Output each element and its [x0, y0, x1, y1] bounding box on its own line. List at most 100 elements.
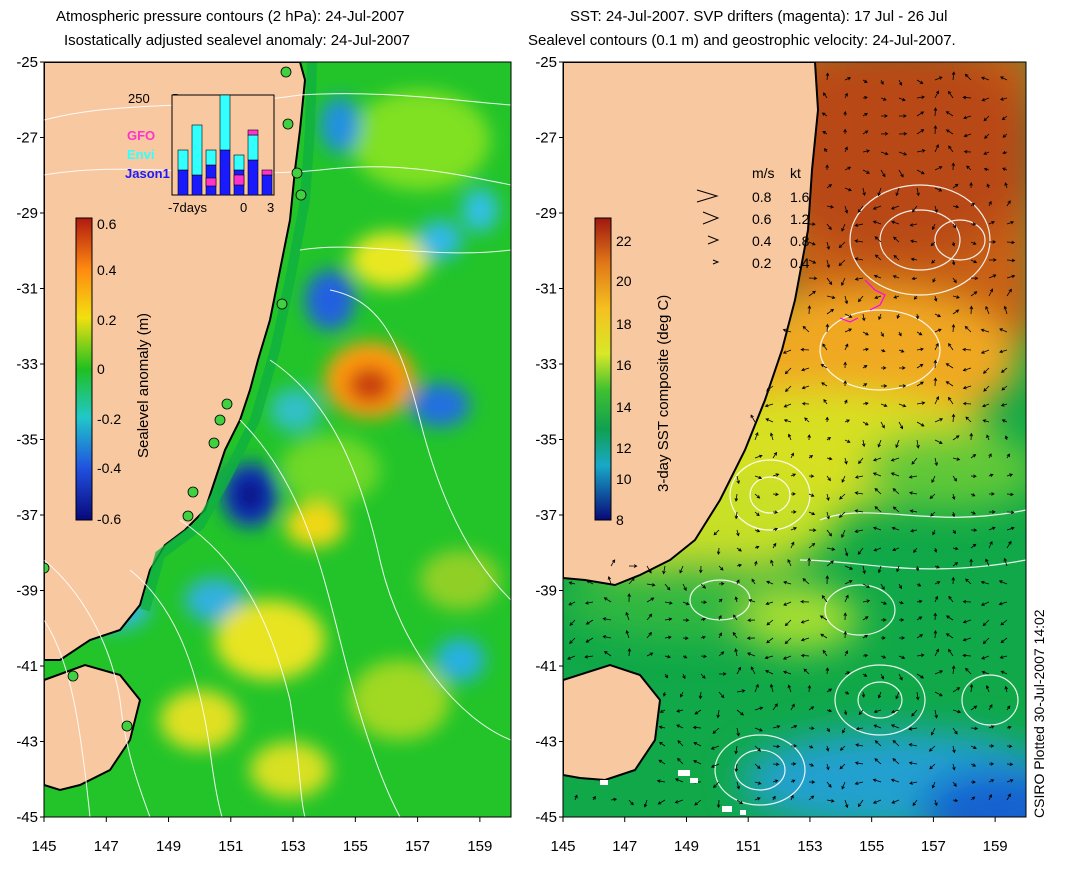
velocity-arrow — [822, 131, 828, 135]
velocity-arrow — [772, 795, 776, 801]
velocity-arrow — [772, 510, 779, 514]
velocity-arrow — [785, 385, 792, 392]
velocity-arrow — [602, 635, 612, 639]
velocity-arrow — [908, 761, 918, 765]
velocity-arrow — [808, 726, 815, 730]
velocity-arrow — [1006, 473, 1013, 477]
velocity-arrow — [843, 128, 847, 135]
velocity-arrow — [821, 595, 828, 603]
velocity-arrow — [962, 401, 972, 406]
velocity-arrow — [872, 799, 882, 804]
right-lon-tick-label: 145 — [550, 838, 575, 855]
velocity-arrow — [933, 359, 938, 369]
velocity-arrow — [916, 401, 926, 405]
velocity-arrow — [933, 377, 938, 387]
velocity-arrow — [945, 615, 954, 621]
velocity-arrow — [844, 691, 850, 695]
right-colorbar-label: 3-day SST composite (deg C) — [655, 295, 672, 492]
velocity-arrow — [843, 380, 847, 387]
velocity-arrow — [862, 421, 869, 426]
velocity-arrow — [808, 511, 816, 516]
vel-legend-ms-0: 0.8 — [752, 189, 772, 205]
velocity-arrow — [862, 347, 870, 352]
left-lat-tick-label: -33 — [16, 356, 38, 373]
velocity-arrow — [862, 365, 868, 369]
velocity-arrow — [970, 796, 976, 801]
velocity-arrow — [694, 799, 702, 806]
velocity-arrow — [770, 559, 774, 567]
velocity-arrow — [664, 601, 673, 605]
velocity-arrow — [1006, 240, 1016, 245]
velocity-arrow — [826, 781, 832, 788]
velocity-arrow — [930, 511, 936, 517]
velocity-arrow — [586, 580, 594, 585]
velocity-arrow — [676, 724, 684, 729]
velocity-arrow — [664, 654, 671, 659]
velocity-arrow — [844, 146, 848, 153]
velocity-arrow — [764, 655, 774, 660]
velocity-arrow — [569, 619, 576, 626]
velocity-arrow — [790, 492, 796, 496]
velocity-arrow — [842, 727, 846, 734]
velocity-arrow — [1002, 167, 1008, 171]
velocity-arrow — [646, 597, 655, 603]
left-lat-tick-label: -27 — [16, 130, 38, 147]
velocity-arrow — [895, 691, 900, 700]
velocity-arrow — [1006, 762, 1014, 766]
velocity-arrow — [861, 691, 866, 698]
velocity-arrow — [808, 745, 814, 749]
velocity-arrow — [754, 706, 764, 711]
velocity-arrow — [677, 757, 684, 765]
velocity-arrow — [909, 223, 918, 227]
velocity-arrow — [662, 691, 667, 697]
velocity-arrow — [1000, 619, 1008, 626]
velocity-arrow — [982, 619, 990, 627]
velocity-arrow — [862, 187, 866, 197]
cbar-tick-m0.4: -0.4 — [97, 460, 121, 476]
velocity-arrow — [908, 491, 918, 495]
velocity-arrow — [1003, 305, 1008, 315]
velocity-arrow — [826, 241, 830, 250]
velocity-arrow — [916, 616, 923, 621]
velocity-arrow — [736, 563, 743, 568]
velocity-arrow — [893, 236, 900, 243]
velocity-arrow — [628, 577, 635, 585]
velocity-arrow — [692, 725, 702, 730]
velocity-arrow — [627, 647, 632, 657]
velocity-arrow — [826, 308, 835, 315]
velocity-arrow — [782, 655, 792, 660]
left-lon-tick-label: 149 — [156, 838, 181, 855]
inset-legend-gfo: GFO — [127, 128, 155, 143]
velocity-arrow — [844, 166, 852, 171]
velocity-arrow — [970, 745, 977, 749]
velocity-arrow — [820, 633, 828, 639]
right-lon-tick-label: 147 — [612, 838, 637, 855]
velocity-arrow — [826, 259, 831, 269]
velocity-arrow — [1006, 258, 1016, 263]
velocity-arrow — [808, 763, 815, 767]
land-mainland — [44, 62, 307, 661]
velocity-arrow — [803, 668, 810, 675]
velocity-arrow — [934, 396, 939, 405]
velocity-arrow — [710, 763, 720, 768]
velocity-arrow — [1001, 419, 1008, 423]
velocity-arrow — [895, 439, 900, 449]
velocity-arrow — [694, 709, 702, 715]
velocity-arrow — [915, 313, 920, 320]
velocity-arrow — [772, 744, 781, 749]
velocity-arrow — [948, 648, 954, 657]
velocity-arrow — [951, 323, 956, 333]
velocity-arrow — [718, 672, 727, 676]
velocity-arrow — [826, 475, 831, 482]
velocity-arrow — [844, 565, 854, 570]
velocity-arrow — [784, 619, 792, 627]
velocity-arrow — [658, 725, 666, 729]
velocity-arrow — [710, 745, 720, 750]
velocity-arrow — [700, 583, 707, 589]
velocity-arrow — [718, 582, 725, 586]
velocity-arrow — [679, 565, 684, 574]
velocity-arrow — [782, 349, 792, 354]
velocity-arrow — [916, 129, 925, 135]
velocity-arrow — [568, 601, 576, 606]
velocity-arrow — [857, 295, 864, 303]
